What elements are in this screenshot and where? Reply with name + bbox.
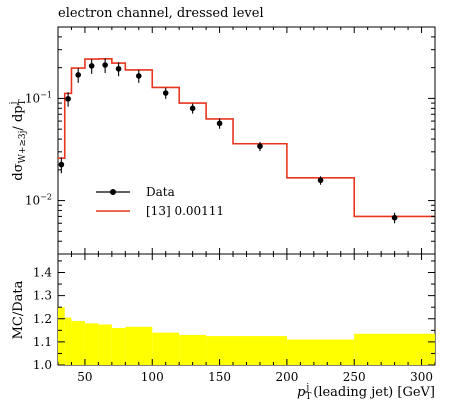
main-y-label: dσW+≥3j/ dpTj — [9, 99, 28, 180]
ratio-y-label: MC/Data — [11, 280, 26, 339]
ylabel-den: / dp — [11, 105, 26, 130]
legend-data-marker — [110, 189, 116, 195]
xlabel-sup: j — [305, 383, 309, 393]
ratio-band-bin — [98, 324, 112, 365]
legend-mc-label: [13] 0.00111 — [146, 204, 224, 218]
ratio-band-bin — [286, 339, 355, 365]
data-point — [65, 96, 71, 102]
ratio-y-tick-label: 1.3 — [33, 289, 52, 303]
x-ticks: 50 100 150 200 250 300 — [57, 27, 436, 384]
ratio-band-bin — [354, 333, 435, 365]
ratio-band-bin — [64, 317, 72, 365]
chart-title: electron channel, dressed level — [58, 6, 264, 21]
x-axis-label: pTj (leading jet) [GeV] — [297, 383, 435, 402]
x-tick-label: 100 — [141, 370, 164, 384]
data-point — [317, 177, 324, 184]
ratio-band-bin — [125, 326, 153, 365]
data-point — [257, 143, 263, 150]
data-point — [216, 120, 223, 127]
xlabel-main: p — [297, 385, 306, 400]
ratio-band-bin — [233, 336, 287, 365]
y-tick-label: 10−1 — [25, 90, 52, 105]
x-tick-label: 50 — [77, 370, 92, 384]
data-point — [135, 73, 142, 79]
data-point — [58, 161, 65, 168]
svg-text:dσW+≥3j/ dpTj: dσW+≥3j/ dpTj — [9, 99, 28, 180]
y-ticks-ratio: 1.0 1.1 1.2 1.3 1.4 — [33, 260, 435, 372]
ylabel-den-sup: j — [9, 102, 19, 106]
main-plot-frame — [57, 26, 436, 255]
x-tick-label: 300 — [410, 370, 433, 384]
ylabel-main: dσ — [11, 163, 26, 180]
x-tick-label: 250 — [343, 370, 366, 384]
data-point — [88, 63, 95, 69]
data-point — [189, 105, 196, 112]
mc-line — [58, 58, 435, 218]
ratio-y-tick-label: 1.0 — [33, 358, 52, 372]
ratio-band-bin — [111, 328, 126, 365]
xlabel-sub: T — [305, 392, 311, 402]
data-point — [391, 214, 398, 221]
ratio-y-tick-label: 1.1 — [33, 335, 52, 349]
ratio-band-bin — [84, 323, 99, 365]
ratio-band-bin — [152, 332, 180, 365]
ylabel-den-sub: T — [18, 99, 28, 105]
x-tick-label: 150 — [208, 370, 231, 384]
data-point — [102, 62, 108, 68]
legend-data-label: Data — [146, 185, 175, 199]
data-point — [115, 65, 122, 72]
ratio-band-bin — [58, 307, 65, 365]
ratio-y-tick-label: 1.2 — [33, 312, 52, 326]
data-point — [75, 72, 81, 78]
data-point — [162, 90, 169, 96]
y-ticks-main: 10−1 10−2 — [25, 26, 435, 255]
x-tick-label: 200 — [275, 370, 298, 384]
ratio-band-bin — [71, 321, 85, 365]
legend: Data [13] 0.00111 — [96, 185, 224, 218]
ratio-band-bin — [179, 334, 207, 365]
mc-histogram — [58, 58, 435, 218]
ratio-band — [58, 307, 435, 365]
ylabel-sub: W+≥3j — [18, 131, 28, 164]
data-points — [58, 58, 398, 224]
xlabel-rest: (leading jet) [GeV] — [309, 385, 435, 400]
ratio-y-tick-label: 1.4 — [33, 266, 52, 280]
y-tick-label: 10−2 — [25, 193, 52, 208]
